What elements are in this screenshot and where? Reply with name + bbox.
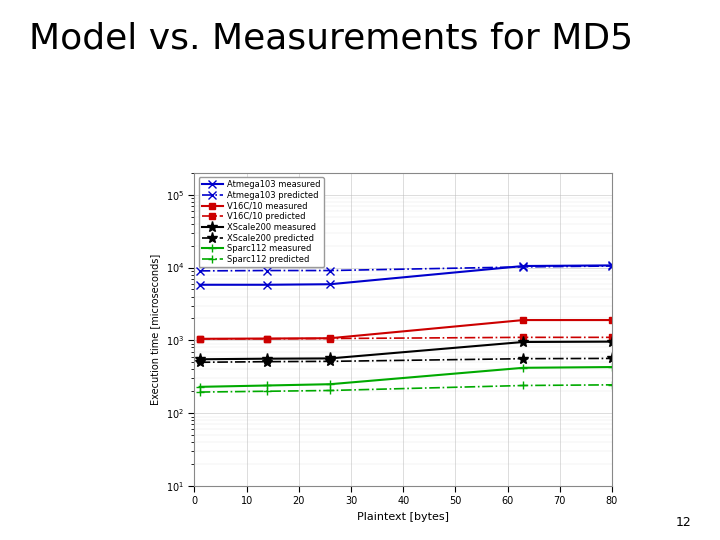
X-axis label: Plaintext [bytes]: Plaintext [bytes]: [357, 512, 449, 522]
Sparc112 measured: [608, 364, 616, 370]
Line: Atmega103 measured: Atmega103 measured: [195, 261, 616, 289]
V16C/10 measured: [264, 335, 272, 342]
Atmega103 predicted: [608, 263, 616, 269]
Sparc112 predicted: [325, 387, 334, 394]
Sparc112 measured: [264, 382, 272, 389]
Line: XScale200 measured: XScale200 measured: [194, 336, 618, 365]
Sparc112 measured: [325, 381, 334, 387]
Atmega103 measured: [195, 281, 204, 288]
Text: 12: 12: [675, 516, 691, 529]
XScale200 predicted: [195, 359, 204, 366]
Atmega103 predicted: [195, 268, 204, 274]
Sparc112 measured: [195, 383, 204, 390]
Line: XScale200 predicted: XScale200 predicted: [194, 353, 618, 368]
Atmega103 measured: [519, 263, 528, 269]
Line: Sparc112 measured: Sparc112 measured: [195, 363, 616, 391]
V16C/10 measured: [195, 335, 204, 342]
XScale200 predicted: [264, 359, 272, 365]
Line: V16C/10 predicted: V16C/10 predicted: [196, 334, 616, 342]
Sparc112 predicted: [519, 382, 528, 389]
Line: Sparc112 predicted: Sparc112 predicted: [195, 381, 616, 396]
Sparc112 measured: [519, 364, 528, 371]
Y-axis label: Execution time [microseconds]: Execution time [microseconds]: [150, 254, 160, 405]
V16C/10 measured: [519, 317, 528, 323]
XScale200 measured: [264, 355, 272, 362]
V16C/10 predicted: [195, 335, 204, 342]
XScale200 measured: [195, 356, 204, 362]
Atmega103 predicted: [519, 264, 528, 270]
XScale200 predicted: [608, 355, 616, 362]
Line: Atmega103 predicted: Atmega103 predicted: [195, 262, 616, 275]
XScale200 measured: [608, 339, 616, 345]
Atmega103 measured: [264, 281, 272, 288]
V16C/10 predicted: [264, 335, 272, 342]
V16C/10 predicted: [608, 334, 616, 341]
V16C/10 predicted: [325, 335, 334, 342]
XScale200 predicted: [325, 358, 334, 365]
XScale200 predicted: [519, 355, 528, 362]
Atmega103 measured: [325, 281, 334, 287]
XScale200 measured: [325, 355, 334, 362]
Legend: Atmega103 measured, Atmega103 predicted, V16C/10 measured, V16C/10 predicted, XS: Atmega103 measured, Atmega103 predicted,…: [199, 177, 324, 267]
V16C/10 measured: [325, 335, 334, 341]
Sparc112 predicted: [264, 388, 272, 395]
Line: V16C/10 measured: V16C/10 measured: [196, 316, 616, 342]
Atmega103 measured: [608, 262, 616, 268]
Atmega103 predicted: [325, 267, 334, 274]
XScale200 measured: [519, 339, 528, 345]
V16C/10 measured: [608, 317, 616, 323]
V16C/10 predicted: [519, 334, 528, 341]
Sparc112 predicted: [608, 382, 616, 388]
Text: Model vs. Measurements for MD5: Model vs. Measurements for MD5: [29, 22, 633, 56]
Atmega103 predicted: [264, 267, 272, 274]
Sparc112 predicted: [195, 389, 204, 395]
